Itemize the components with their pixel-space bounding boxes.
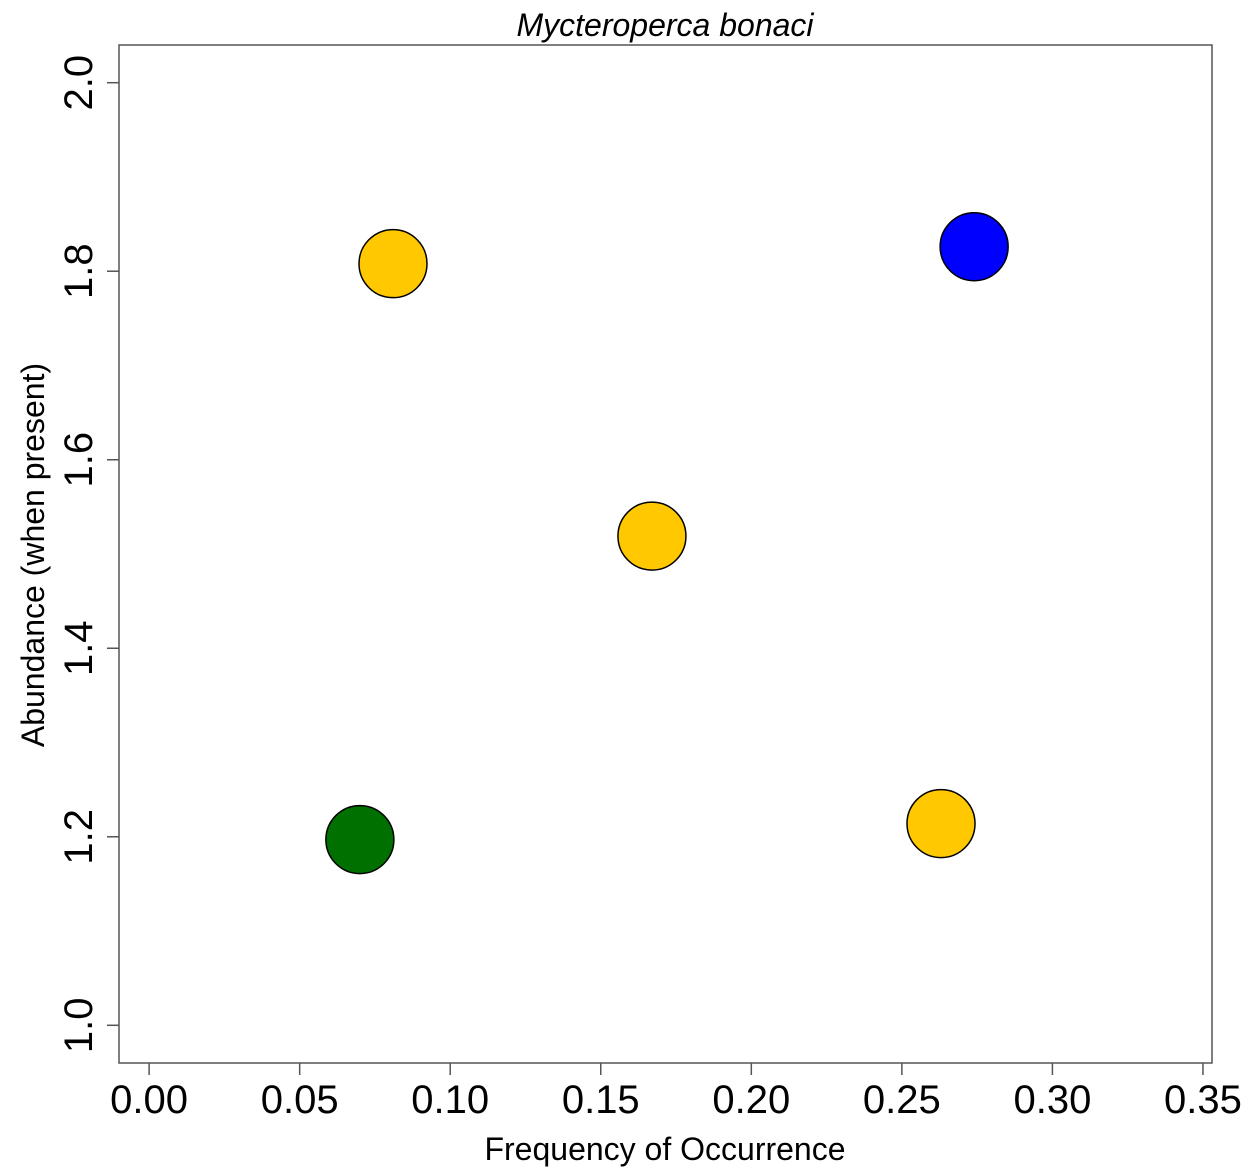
y-axis-title: Abundance (when present) [15, 363, 51, 747]
data-point [939, 211, 1009, 282]
x-tick-label: 0.35 [1164, 1078, 1242, 1122]
data-point [906, 788, 976, 859]
y-tick-label: 1.4 [57, 620, 101, 676]
y-axis: 1.0 1.2 1.4 1.6 1.8 2.0 [57, 55, 119, 1053]
y-tick-label: 1.8 [57, 243, 101, 299]
data-points [325, 211, 1009, 875]
plot-frame [118, 44, 1213, 1064]
x-tick-label: 0.10 [411, 1078, 489, 1122]
x-tick-label: 0.20 [712, 1078, 790, 1122]
data-point [617, 501, 687, 571]
x-tick-label: 0.05 [261, 1078, 339, 1122]
chart-title: Mycteroperca bonaci [516, 7, 814, 43]
x-tick-label: 0.00 [110, 1078, 188, 1122]
x-tick-label: 0.25 [863, 1078, 941, 1122]
x-tick-label: 0.15 [562, 1078, 640, 1122]
data-point [325, 804, 395, 875]
y-tick-label: 1.0 [57, 997, 101, 1053]
data-point [358, 228, 428, 299]
x-axis-title: Frequency of Occurrence [484, 1131, 845, 1167]
y-tick-label: 1.2 [57, 809, 101, 865]
x-tick-label: 0.30 [1013, 1078, 1091, 1122]
y-tick-label: 2.0 [57, 55, 101, 111]
y-tick-label: 1.6 [57, 432, 101, 488]
x-axis: 0.00 0.05 0.10 0.15 0.20 0.25 0.30 0.35 [110, 1063, 1242, 1122]
